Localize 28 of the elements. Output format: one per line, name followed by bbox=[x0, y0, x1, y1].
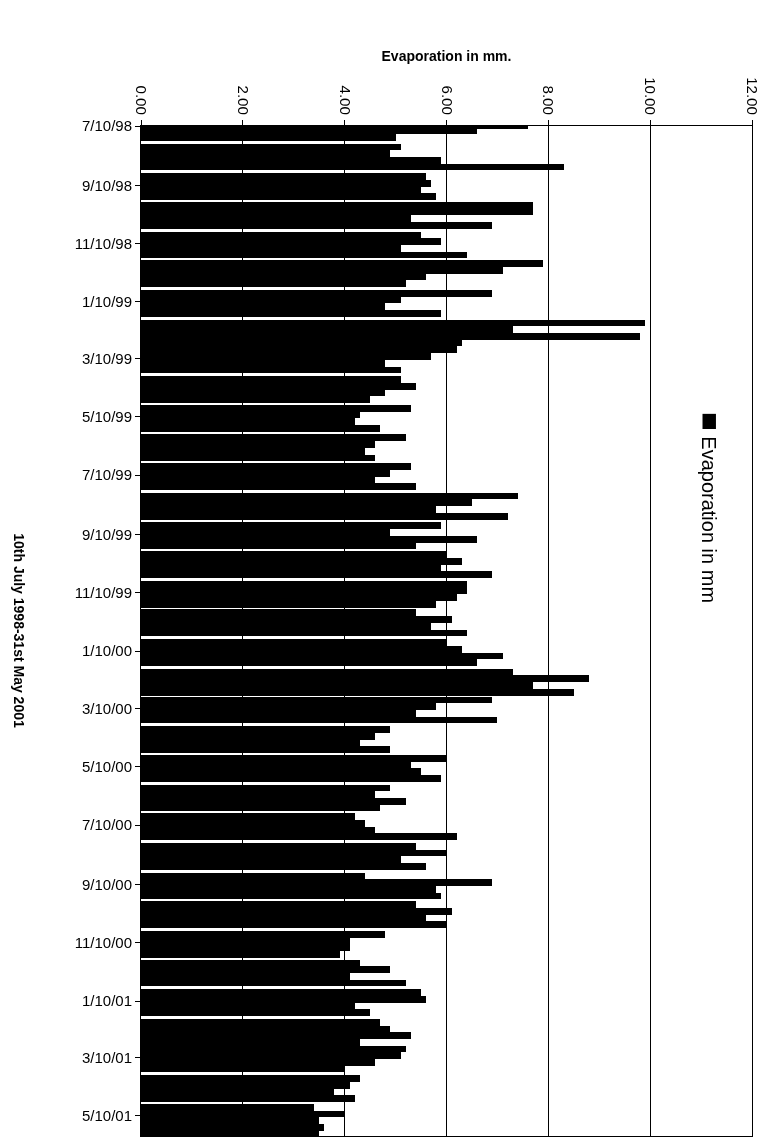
x-tick-label: 4.00 bbox=[336, 85, 354, 115]
x-tick-label: 12.00 bbox=[744, 77, 762, 115]
y-tick-label: 5/10/00 bbox=[81, 758, 132, 776]
y-tick-label: 11/10/00 bbox=[74, 934, 132, 952]
x-tick-label: 2.00 bbox=[234, 85, 252, 115]
y-tick-label: 9/10/98 bbox=[81, 176, 132, 194]
x-axis-title: Evaporation in mm. bbox=[381, 47, 512, 64]
y-tick-label: 7/10/98 bbox=[81, 117, 132, 135]
y-axis-title: 10th July 1998-31st May 2001 bbox=[10, 533, 27, 728]
y-tick-label: 5/10/99 bbox=[81, 408, 132, 426]
y-tick-label: 11/10/98 bbox=[74, 234, 132, 252]
y-tick-label: 11/10/99 bbox=[74, 583, 132, 601]
x-tick-label: 6.00 bbox=[438, 85, 456, 115]
x-tick-label: 10.00 bbox=[642, 77, 660, 115]
legend-label: Evaporation in mm bbox=[697, 436, 720, 604]
y-tick-label: 1/10/00 bbox=[81, 642, 132, 660]
y-tick-label: 3/10/01 bbox=[81, 1048, 132, 1066]
y-tick-label: 9/10/00 bbox=[81, 875, 132, 893]
y-tick-label: 9/10/99 bbox=[81, 525, 132, 543]
x-tick-label: 8.00 bbox=[540, 85, 558, 115]
y-tick-label: 7/10/99 bbox=[81, 466, 132, 484]
y-tick-label: 7/10/00 bbox=[81, 816, 132, 834]
y-tick-label: 1/10/01 bbox=[81, 992, 132, 1010]
y-tick-label: 3/10/99 bbox=[81, 349, 132, 367]
x-tick-label: 0.00 bbox=[133, 85, 151, 115]
y-tick-label: 3/10/00 bbox=[81, 699, 132, 717]
y-tick-label: 1/10/99 bbox=[81, 293, 132, 311]
y-tick-label: 5/10/01 bbox=[81, 1107, 132, 1125]
